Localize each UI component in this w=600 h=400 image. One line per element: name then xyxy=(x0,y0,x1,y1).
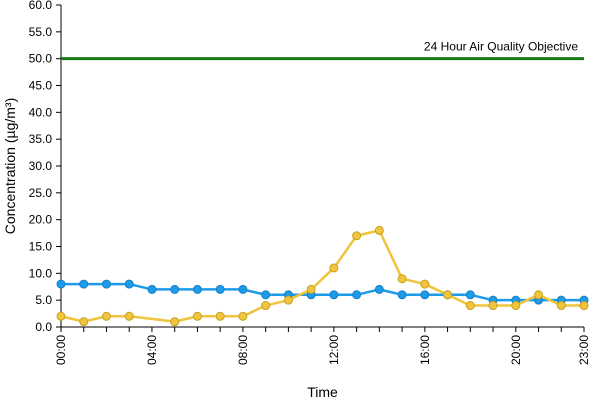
data-point xyxy=(147,284,157,294)
y-tick-label: 55.0 xyxy=(29,25,53,39)
y-tick-label: 35.0 xyxy=(29,132,53,146)
data-point xyxy=(238,311,248,321)
data-point xyxy=(56,311,66,321)
data-point xyxy=(329,290,339,300)
data-point xyxy=(420,279,430,289)
data-point xyxy=(79,317,89,327)
data-point xyxy=(306,284,316,294)
x-tick-label: 12:00 xyxy=(327,335,341,365)
series-group xyxy=(56,225,589,327)
data-point xyxy=(397,274,407,284)
y-tick-label: 40.0 xyxy=(29,105,53,119)
data-point xyxy=(374,225,384,235)
data-point xyxy=(556,301,566,311)
y-axis-title: Concentration (µg/m³) xyxy=(2,98,18,234)
y-tick-label: 5.0 xyxy=(35,293,52,307)
y-tick-label: 25.0 xyxy=(29,186,53,200)
data-point xyxy=(465,301,475,311)
data-point xyxy=(101,279,111,289)
y-tick-label: 50.0 xyxy=(29,52,53,66)
data-point xyxy=(215,284,225,294)
data-point xyxy=(170,317,180,327)
data-point xyxy=(215,311,225,321)
data-point xyxy=(579,301,589,311)
series-line xyxy=(61,282,584,302)
y-tick-label: 0.0 xyxy=(35,320,52,334)
tick-labels: 0.0 5.0 10.0 15.0 20.0 25.0 30.0 35.0 40.0 45.0 50… xyxy=(29,0,591,365)
axes xyxy=(56,4,585,332)
data-point xyxy=(352,290,362,300)
data-point xyxy=(124,279,134,289)
data-point xyxy=(124,311,134,321)
data-point xyxy=(488,301,498,311)
data-point xyxy=(192,311,202,321)
data-point xyxy=(79,279,89,289)
data-point xyxy=(352,231,362,241)
objective-label: 24 Hour Air Quality Objective xyxy=(424,40,578,54)
x-tick-label: 23:00 xyxy=(577,335,591,365)
data-point xyxy=(170,284,180,294)
data-point xyxy=(261,290,271,300)
data-point xyxy=(465,290,475,300)
data-point xyxy=(238,284,248,294)
x-tick-label: 00:00 xyxy=(54,335,68,365)
data-point xyxy=(101,311,111,321)
data-point xyxy=(329,263,339,273)
data-point xyxy=(420,290,430,300)
data-point xyxy=(397,290,407,300)
y-tick-label: 15.0 xyxy=(29,240,53,254)
x-axis-title: Time xyxy=(307,384,338,400)
data-point xyxy=(56,279,66,289)
y-tick-label: 60.0 xyxy=(29,0,53,12)
x-tick-label: 04:00 xyxy=(145,335,159,365)
y-tick-label: 10.0 xyxy=(29,266,53,280)
series-line xyxy=(60,229,584,323)
x-tick-label: 16:00 xyxy=(418,335,432,365)
data-point xyxy=(192,284,202,294)
y-tick-label: 45.0 xyxy=(29,79,53,93)
x-tick-label: 20:00 xyxy=(509,335,523,365)
data-point xyxy=(534,290,544,300)
data-point xyxy=(374,284,384,294)
data-point xyxy=(283,295,293,305)
data-point xyxy=(443,290,453,300)
data-point xyxy=(511,301,521,311)
y-tick-label: 20.0 xyxy=(29,213,53,227)
y-tick-label: 30.0 xyxy=(29,159,53,173)
data-point xyxy=(261,301,271,311)
x-tick-label: 08:00 xyxy=(236,335,250,365)
